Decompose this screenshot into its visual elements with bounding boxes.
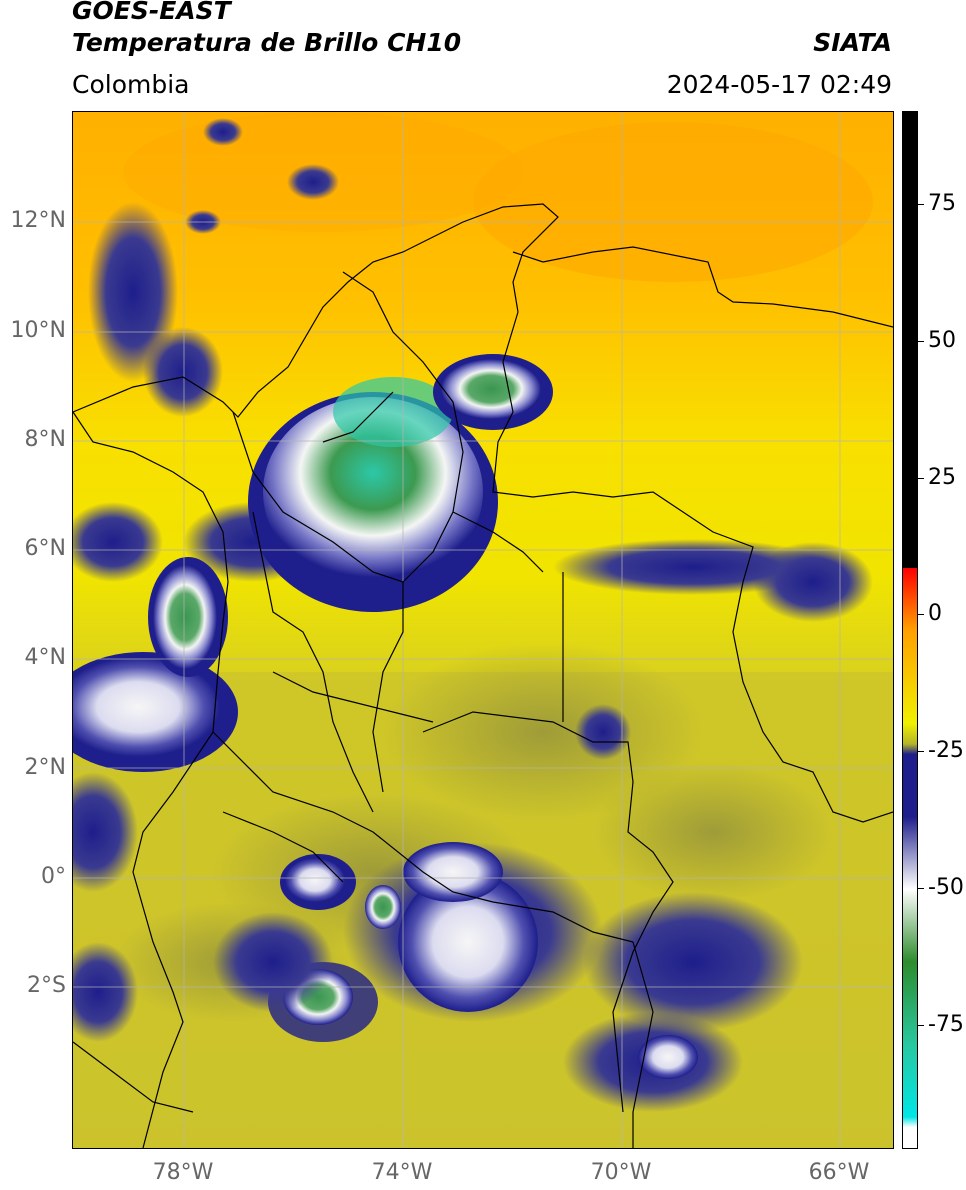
colorbar <box>902 111 918 1149</box>
lat-label: 4°N <box>24 645 66 670</box>
colorbar-tick <box>918 614 924 615</box>
colorbar-label: -25 <box>928 738 964 763</box>
lat-label: 2°N <box>24 755 66 780</box>
timestamp-label: 2024-05-17 02:49 <box>666 70 892 99</box>
lat-label: 10°N <box>10 318 66 343</box>
lat-label: 2°S <box>27 973 66 998</box>
colorbar-tick <box>918 888 924 889</box>
lat-label: 12°N <box>10 208 66 233</box>
colorbar-label: 0 <box>928 601 942 626</box>
lon-label: 78°W <box>152 1160 214 1185</box>
colorbar-tick <box>918 204 924 205</box>
colorbar-tick <box>918 341 924 342</box>
graticule <box>73 112 893 1148</box>
borders <box>73 203 893 1148</box>
colorbar-label: 75 <box>928 191 956 216</box>
colorbar-label: 50 <box>928 328 956 353</box>
caribbean-clouds <box>88 118 339 417</box>
lon-label: 70°W <box>590 1160 652 1185</box>
title-product: Temperatura de Brillo CH10 <box>72 28 462 57</box>
convective-complex-central <box>248 377 498 612</box>
lon-label: 66°W <box>808 1160 870 1185</box>
colorbar-label: -50 <box>928 875 964 900</box>
convective-cell-northeast <box>433 354 553 430</box>
colorbar-tick <box>918 1025 924 1026</box>
colorbar-tick <box>918 478 924 479</box>
region-label: Colombia <box>72 70 190 99</box>
colorbar-label: 25 <box>928 465 956 490</box>
colorbar-tick <box>918 751 924 752</box>
satellite-map[interactable] <box>72 111 894 1149</box>
map-canvas <box>73 112 893 1148</box>
convective-complex-pacific <box>73 557 238 892</box>
organization-label: SIATA <box>813 28 892 57</box>
lat-label: 0° <box>41 864 66 889</box>
lat-label: 8°N <box>24 427 66 452</box>
lon-label: 74°W <box>371 1160 433 1185</box>
lat-label: 6°N <box>24 536 66 561</box>
title-satellite: GOES-EAST <box>72 0 231 25</box>
colorbar-label: -75 <box>928 1012 964 1037</box>
